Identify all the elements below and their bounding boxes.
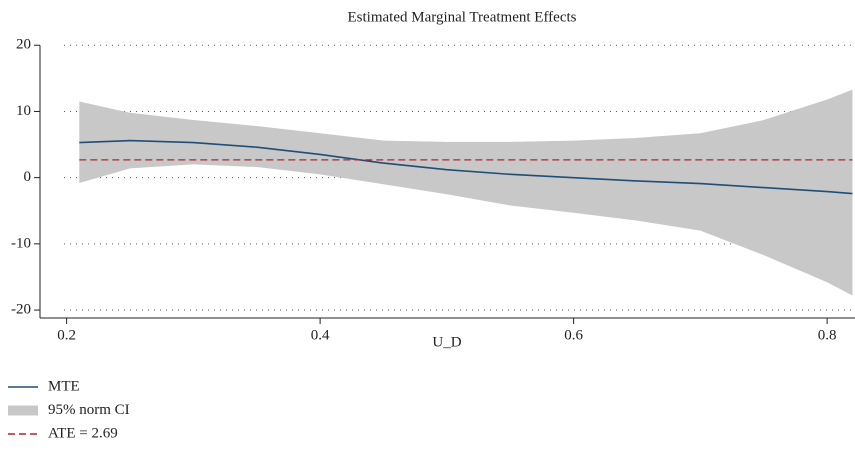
y-tick-label: 20 [16, 37, 31, 53]
chart-title: Estimated Marginal Treatment Effects [348, 9, 577, 25]
legend-label: 95% norm CI [48, 402, 130, 418]
mte-line [79, 139, 853, 195]
x-tick-label: 0.2 [57, 327, 76, 343]
x-axis-label: U_D [432, 334, 461, 350]
legend-swatch [8, 405, 38, 416]
ci-band [79, 89, 853, 296]
y-tick-label: -20 [11, 301, 31, 317]
x-tick-label: 0.6 [564, 327, 583, 343]
y-tick-label: 0 [24, 169, 32, 185]
y-tick-label: -10 [11, 235, 31, 251]
x-tick-label: 0.8 [818, 327, 837, 343]
y-tick-label: 10 [16, 103, 31, 119]
x-tick-label: 0.4 [311, 327, 330, 343]
legend-label: MTE [48, 378, 80, 394]
legend-label: ATE = 2.69 [48, 425, 118, 441]
